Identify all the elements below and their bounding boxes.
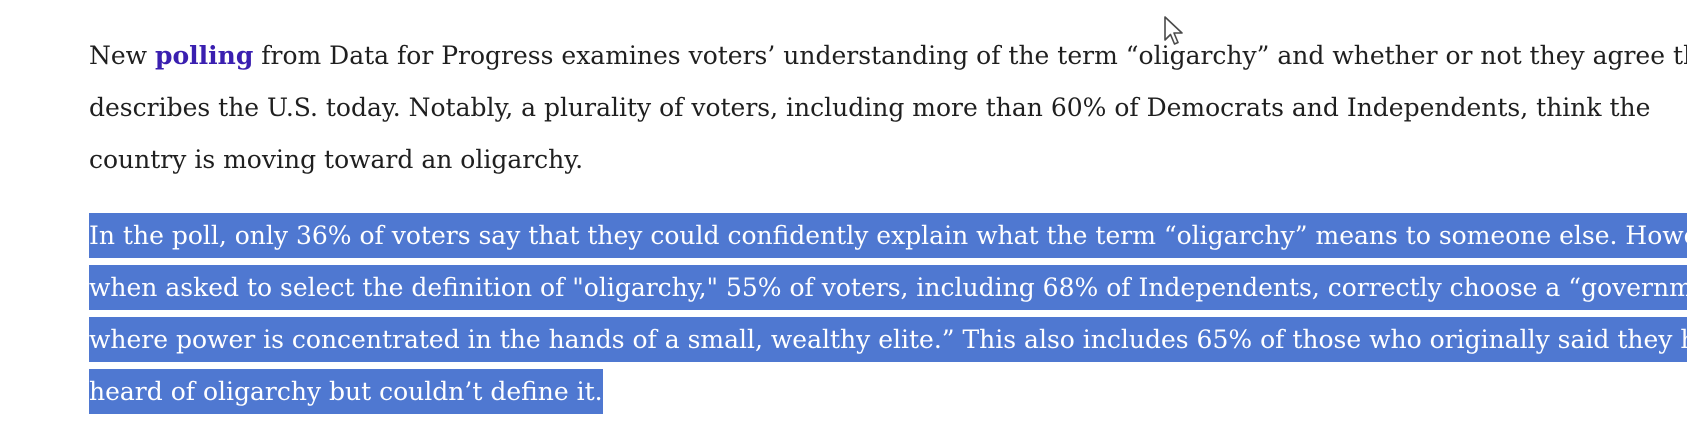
paragraph-line: when asked to select the definition of "… [89,262,1687,314]
paragraph-line: New polling from Data for Progress exami… [89,30,1687,82]
paragraph-text: from Data for Progress examines voters’ … [253,41,1687,70]
paragraph-line: where power is concentrated in the hands… [89,314,1687,366]
paragraph-line: describes the U.S. today. Notably, a plu… [89,93,1651,122]
paragraph-line: country is moving toward an oligarchy. [89,145,584,174]
paragraph-line: heard of oligarchy but couldn’t define i… [89,366,1679,418]
polling-link[interactable]: polling [155,41,254,70]
selected-text[interactable]: In the poll, only 36% of voters say that… [89,213,1687,258]
mouse-pointer-icon [1164,16,1183,45]
paragraph-polling-intro: New polling from Data for Progress exami… [89,30,1687,186]
paragraph-line: In the poll, only 36% of voters say that… [89,210,1687,262]
selected-text[interactable]: where power is concentrated in the hands… [89,317,1687,362]
selected-text[interactable]: when asked to select the definition of "… [89,265,1687,310]
article-body: New polling from Data for Progress exami… [89,30,1687,418]
paragraph-text: New [89,41,156,70]
selected-text[interactable]: heard of oligarchy but couldn’t define i… [89,369,603,414]
paragraph-poll-results-selected: In the poll, only 36% of voters say that… [89,210,1687,418]
